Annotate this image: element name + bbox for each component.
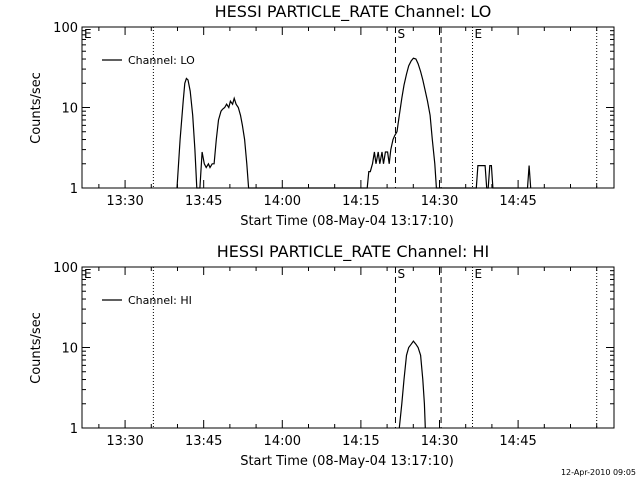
marker-label: E: [475, 27, 483, 41]
x-tick-label: 13:45: [185, 434, 222, 449]
y-tick-label: 1: [70, 182, 78, 197]
series-line: [176, 57, 532, 189]
marker-label: S: [397, 267, 405, 281]
plot-frame: [81, 26, 615, 189]
marker-label: E: [84, 27, 92, 41]
x-tick-label: 13:30: [106, 194, 143, 209]
chart-title: HESSI PARTICLE_RATE Channel: HI: [217, 242, 490, 262]
x-tick-label: 14:15: [342, 434, 379, 449]
marker-label: E: [475, 267, 483, 281]
y-tick-label: 10: [61, 102, 78, 117]
marker-label: E: [84, 267, 92, 281]
chart-panel-hi: HESSI PARTICLE_RATE Channel: HI Start Ti…: [29, 242, 615, 469]
marker-label: S: [397, 27, 405, 41]
x-tick-label: 14:00: [264, 434, 301, 449]
y-tick-label: 100: [53, 261, 78, 276]
y-axis-title: Counts/sec: [29, 72, 44, 144]
plot-frame: [81, 266, 615, 429]
legend-entry: Channel: LO: [128, 54, 195, 67]
x-tick-label: 14:45: [499, 434, 536, 449]
y-tick-label: 1: [70, 422, 78, 437]
chart-title: HESSI PARTICLE_RATE Channel: LO: [215, 2, 492, 22]
chart-panel-lo: HESSI PARTICLE_RATE Channel: LO Start Ti…: [29, 2, 615, 229]
x-tick-label: 14:45: [499, 194, 536, 209]
x-tick-label: 14:15: [342, 194, 379, 209]
series-line: [398, 340, 426, 429]
x-tick-label: 13:30: [106, 434, 143, 449]
x-tick-label: 14:30: [421, 194, 458, 209]
y-tick-label: 10: [61, 342, 78, 357]
footer-timestamp: 12-Apr-2010 09:05: [561, 468, 636, 477]
x-axis-title: Start Time (08-May-04 13:17:10): [240, 454, 454, 469]
x-axis-title: Start Time (08-May-04 13:17:10): [240, 214, 454, 229]
x-tick-label: 13:45: [185, 194, 222, 209]
legend-entry: Channel: HI: [128, 294, 192, 307]
x-tick-label: 14:30: [421, 434, 458, 449]
y-axis-title: Counts/sec: [29, 312, 44, 384]
y-tick-label: 100: [53, 21, 78, 36]
x-tick-label: 14:00: [264, 194, 301, 209]
